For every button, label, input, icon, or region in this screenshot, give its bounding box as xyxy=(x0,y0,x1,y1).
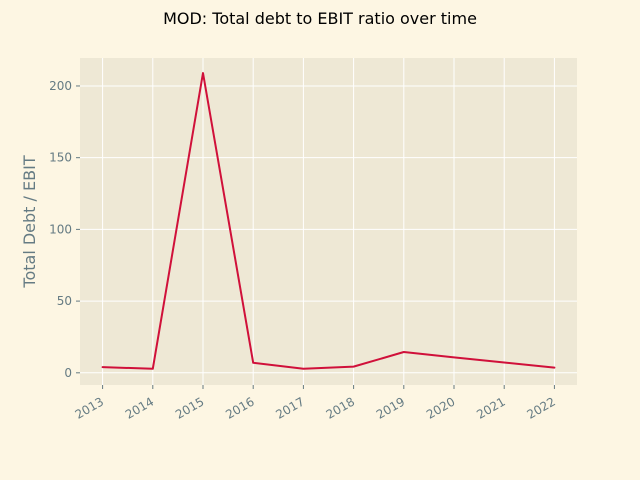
y-tick-label: 100 xyxy=(49,222,72,236)
y-tick-label: 0 xyxy=(64,366,72,380)
y-axis-ticks: 0 50 100 150 200 xyxy=(49,79,80,380)
grid xyxy=(80,58,577,385)
y-tick-label: 200 xyxy=(49,79,72,93)
y-axis-label: Total Debt / EBIT xyxy=(20,155,39,288)
series-layer xyxy=(101,72,556,370)
plot-area xyxy=(80,58,577,385)
series-line xyxy=(101,72,556,370)
chart-title: MOD: Total debt to EBIT ratio over time xyxy=(163,9,477,28)
y-tick-label: 150 xyxy=(49,151,72,165)
y-tick-label: 50 xyxy=(57,294,72,308)
